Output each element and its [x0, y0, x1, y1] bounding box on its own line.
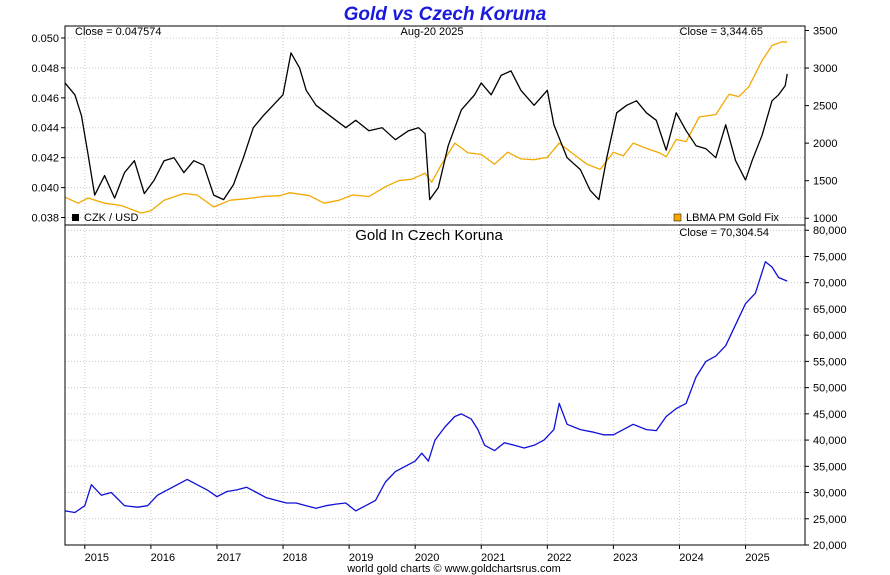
- legend-gold-label: LBMA PM Gold Fix: [686, 212, 779, 224]
- x-tick-label-2: 2017: [217, 552, 241, 564]
- bottom-right-tick-label-10: 30,000: [813, 488, 847, 500]
- top-right-axis-ticks: 3500 3000 2500 2000 1500 1000: [805, 26, 837, 225]
- gold-usd-line: [64, 41, 788, 214]
- x-tick-label-7: 2022: [547, 552, 571, 564]
- top-right-tick-label-1: 3000: [813, 63, 837, 75]
- x-tick-label-10: 2025: [745, 552, 769, 564]
- bottom-right-tick-label-1: 75,000: [813, 251, 847, 263]
- x-tick-label-5: 2020: [415, 552, 439, 564]
- top-left-tick-label-3: 0.044: [31, 123, 59, 135]
- credit-text: world gold charts © www.goldchartsrus.co…: [346, 563, 561, 575]
- x-tick-label-6: 2021: [481, 552, 505, 564]
- bottom-right-tick-label-0: 80,000: [813, 225, 847, 237]
- gold-czk-line: [64, 261, 788, 514]
- top-left-tick-label-0: 0.050: [31, 33, 59, 45]
- legend-czk-swatch: [72, 214, 79, 221]
- top-right-tick-label-4: 1500: [813, 176, 837, 188]
- top-right-tick-label-3: 2000: [813, 138, 837, 150]
- bottom-close-label: Close = 70,304.54: [679, 227, 769, 239]
- legend-gold-swatch: [673, 213, 682, 222]
- top-left-tick-label-2: 0.046: [31, 93, 59, 105]
- top-panel-series: [64, 41, 788, 214]
- bottom-right-tick-label-2: 70,000: [813, 278, 847, 290]
- top-right-tick-label-2: 2500: [813, 101, 837, 113]
- x-tick-label-9: 2024: [679, 552, 703, 564]
- top-left-tick-label-1: 0.048: [31, 63, 59, 75]
- x-tick-label-1: 2016: [151, 552, 175, 564]
- bottom-right-axis-ticks: 80,000 75,000 70,000 65,000 60,000 55,000 50,0…: [805, 225, 847, 552]
- bottom-panel-series: [64, 261, 788, 514]
- bottom-panel-title: Gold In Czech Koruna: [355, 227, 503, 244]
- x-tick-label-0: 2015: [85, 552, 109, 564]
- x-tick-label-3: 2018: [283, 552, 307, 564]
- top-left-tick-label-4: 0.042: [31, 153, 59, 165]
- x-tick-label-4: 2019: [349, 552, 373, 564]
- top-left-tick-label-5: 0.040: [31, 183, 59, 195]
- top-center-date-label: Aug-20 2025: [401, 26, 464, 38]
- chart-title: Gold vs Czech Koruna: [344, 4, 547, 25]
- bottom-right-tick-label-4: 60,000: [813, 330, 847, 342]
- top-left-close-label: Close = 0.047574: [75, 26, 162, 38]
- bottom-right-tick-label-7: 45,000: [813, 409, 847, 421]
- top-panel-grid: [65, 26, 805, 225]
- bottom-right-tick-label-12: 20,000: [813, 540, 847, 552]
- czk-usd-line: [64, 52, 788, 201]
- bottom-panel-grid: [65, 225, 805, 546]
- bottom-right-tick-label-5: 55,000: [813, 356, 847, 368]
- x-tick-label-8: 2023: [613, 552, 637, 564]
- bottom-right-tick-label-8: 40,000: [813, 435, 847, 447]
- bottom-right-tick-label-6: 50,000: [813, 383, 847, 395]
- top-right-close-label: Close = 3,344.65: [680, 26, 763, 38]
- bottom-panel-frame: [64, 224, 806, 546]
- x-axis-ticks: 2015 2016 2017 2018 2019 2020 2021 2022 2023 2024…: [84, 545, 770, 564]
- top-right-tick-label-0: 3500: [813, 26, 837, 38]
- bottom-right-tick-label-3: 65,000: [813, 304, 847, 316]
- top-left-tick-label-6: 0.038: [31, 213, 59, 225]
- legend-czk-label: CZK / USD: [84, 212, 138, 224]
- top-left-axis-ticks: 0.050 0.048 0.046 0.044 0.042 0.040 0.038: [31, 33, 65, 225]
- top-right-tick-label-5: 1000: [813, 213, 837, 225]
- bottom-right-tick-label-11: 25,000: [813, 514, 847, 526]
- bottom-right-tick-label-9: 35,000: [813, 461, 847, 473]
